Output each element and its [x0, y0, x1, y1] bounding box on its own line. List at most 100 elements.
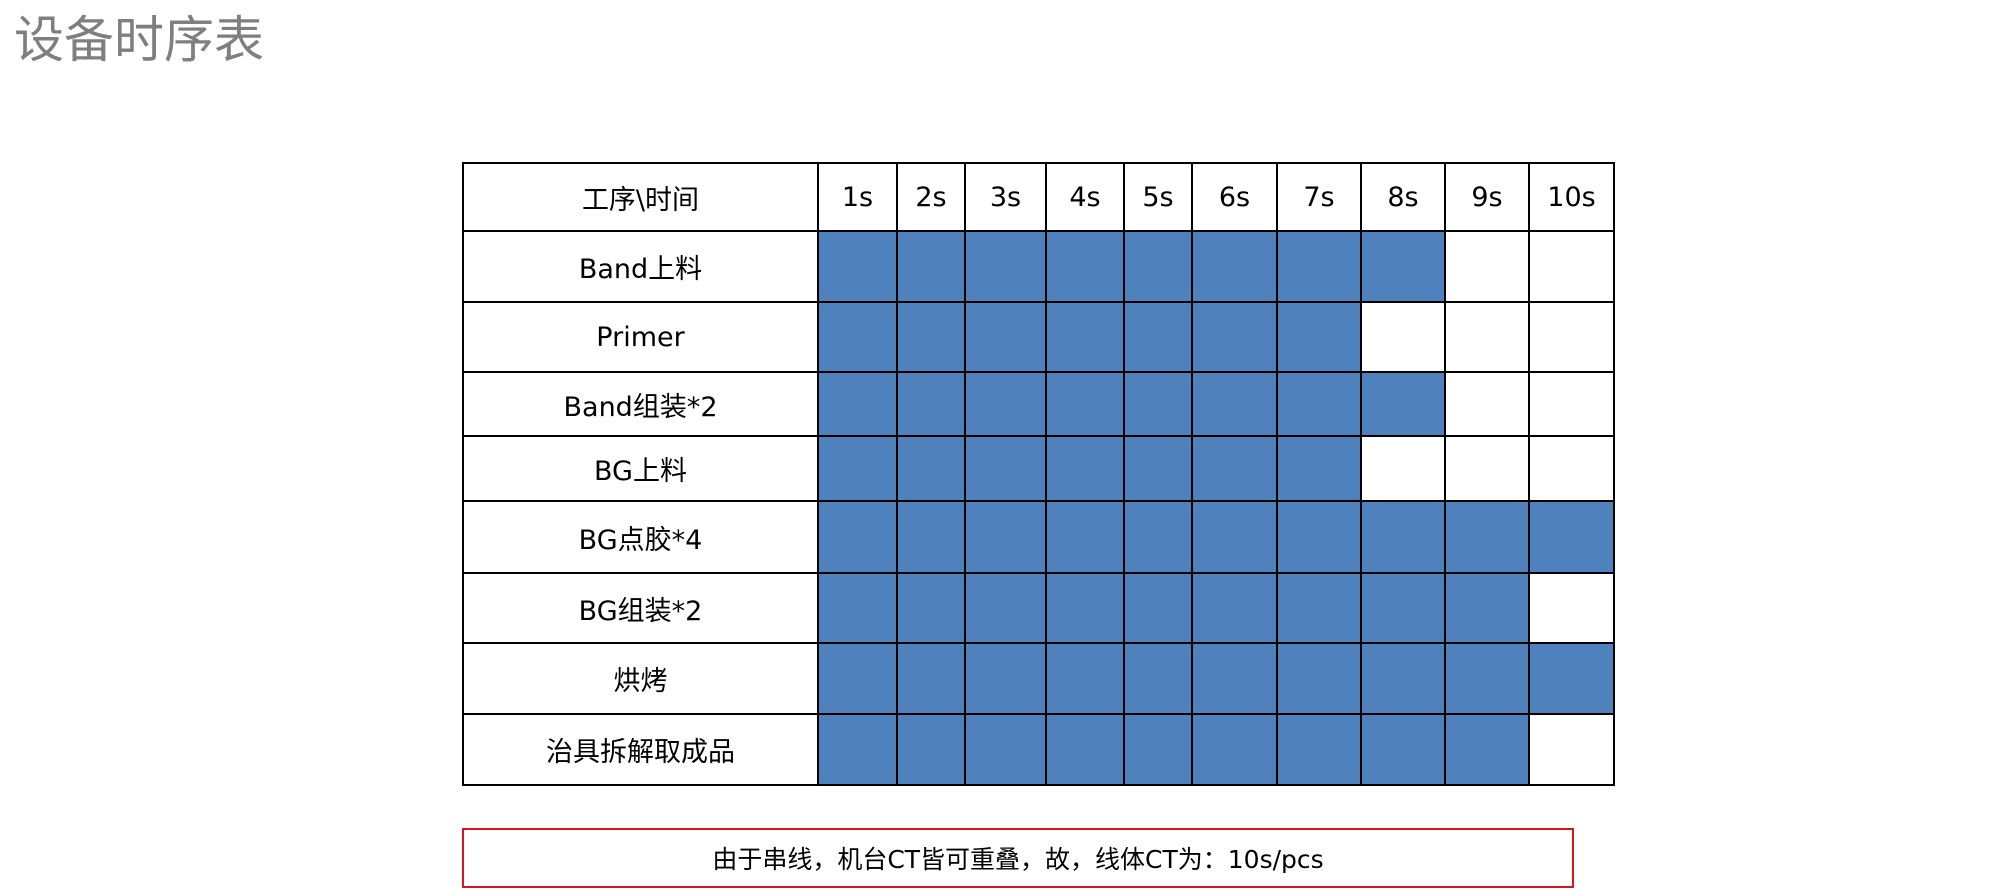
idle-cell	[1444, 230, 1530, 303]
active-cell	[1360, 713, 1446, 786]
process-name: 烘烤	[462, 642, 819, 715]
active-cell	[1528, 500, 1615, 574]
time-header: 10s	[1528, 162, 1615, 232]
time-header: 5s	[1123, 162, 1193, 232]
active-cell	[817, 500, 898, 574]
active-cell	[1045, 435, 1125, 502]
active-cell	[1123, 572, 1193, 644]
active-cell	[1276, 500, 1362, 574]
process-name: Band上料	[462, 230, 819, 303]
active-cell	[1276, 713, 1362, 786]
active-cell	[896, 713, 966, 786]
active-cell	[1360, 230, 1446, 303]
idle-cell	[1444, 371, 1530, 437]
active-cell	[817, 301, 898, 373]
active-cell	[1045, 500, 1125, 574]
active-cell	[1360, 500, 1446, 574]
active-cell	[1045, 642, 1125, 715]
time-header: 6s	[1191, 162, 1278, 232]
active-cell	[896, 642, 966, 715]
table-row: 治具拆解取成品	[462, 713, 1615, 786]
active-cell	[896, 572, 966, 644]
table-row: BG上料	[462, 435, 1615, 502]
page-title: 设备时序表	[14, 11, 264, 69]
idle-cell	[1360, 301, 1446, 373]
active-cell	[964, 713, 1047, 786]
active-cell	[1123, 371, 1193, 437]
corner-header: 工序\时间	[462, 162, 819, 232]
active-cell	[817, 230, 898, 303]
active-cell	[1444, 713, 1530, 786]
active-cell	[1123, 301, 1193, 373]
active-cell	[817, 642, 898, 715]
active-cell	[1123, 230, 1193, 303]
active-cell	[964, 500, 1047, 574]
active-cell	[964, 371, 1047, 437]
active-cell	[1360, 642, 1446, 715]
active-cell	[1191, 301, 1278, 373]
table-row: BG组装*2	[462, 572, 1615, 644]
idle-cell	[1528, 371, 1615, 437]
idle-cell	[1444, 435, 1530, 502]
idle-cell	[1528, 301, 1615, 373]
process-name: BG上料	[462, 435, 819, 502]
process-name: BG组装*2	[462, 572, 819, 644]
active-cell	[817, 371, 898, 437]
table-row: 烘烤	[462, 642, 1615, 715]
active-cell	[817, 435, 898, 502]
active-cell	[1191, 371, 1278, 437]
idle-cell	[1528, 572, 1615, 644]
active-cell	[1191, 500, 1278, 574]
active-cell	[1276, 642, 1362, 715]
table-row: BG点胶*4	[462, 500, 1615, 574]
active-cell	[1360, 572, 1446, 644]
active-cell	[1444, 642, 1530, 715]
idle-cell	[1528, 435, 1615, 502]
active-cell	[896, 230, 966, 303]
idle-cell	[1360, 435, 1446, 502]
active-cell	[1276, 371, 1362, 437]
idle-cell	[1528, 713, 1615, 786]
active-cell	[1528, 642, 1615, 715]
time-header: 1s	[817, 162, 898, 232]
active-cell	[1191, 230, 1278, 303]
table-row: Primer	[462, 301, 1615, 373]
active-cell	[817, 713, 898, 786]
active-cell	[1045, 230, 1125, 303]
active-cell	[1191, 713, 1278, 786]
idle-cell	[1528, 230, 1615, 303]
active-cell	[1444, 572, 1530, 644]
active-cell	[964, 642, 1047, 715]
timing-table: 工序\时间 1s 2s 3s 4s 5s 6s 7s 8s 9s 10s Band上料 Primer Ba…	[462, 162, 1615, 786]
active-cell	[1045, 371, 1125, 437]
active-cell	[964, 435, 1047, 502]
active-cell	[1045, 713, 1125, 786]
active-cell	[1191, 572, 1278, 644]
active-cell	[1276, 435, 1362, 502]
time-header: 9s	[1444, 162, 1530, 232]
active-cell	[1276, 301, 1362, 373]
active-cell	[1191, 435, 1278, 502]
active-cell	[896, 435, 966, 502]
time-header: 2s	[896, 162, 966, 232]
active-cell	[964, 230, 1047, 303]
process-name: Primer	[462, 301, 819, 373]
idle-cell	[1444, 301, 1530, 373]
process-name: BG点胶*4	[462, 500, 819, 574]
process-name: 治具拆解取成品	[462, 713, 819, 786]
header-row: 工序\时间 1s 2s 3s 4s 5s 6s 7s 8s 9s 10s	[462, 162, 1615, 232]
time-header: 7s	[1276, 162, 1362, 232]
active-cell	[1444, 500, 1530, 574]
active-cell	[964, 301, 1047, 373]
active-cell	[1360, 371, 1446, 437]
table-row: Band组装*2	[462, 371, 1615, 437]
active-cell	[1123, 500, 1193, 574]
active-cell	[1276, 230, 1362, 303]
active-cell	[896, 301, 966, 373]
active-cell	[1045, 301, 1125, 373]
active-cell	[1123, 435, 1193, 502]
active-cell	[896, 371, 966, 437]
table-row: Band上料	[462, 230, 1615, 303]
process-name: Band组装*2	[462, 371, 819, 437]
ct-note: 由于串线，机台CT皆可重叠，故，线体CT为：10s/pcs	[462, 828, 1574, 888]
